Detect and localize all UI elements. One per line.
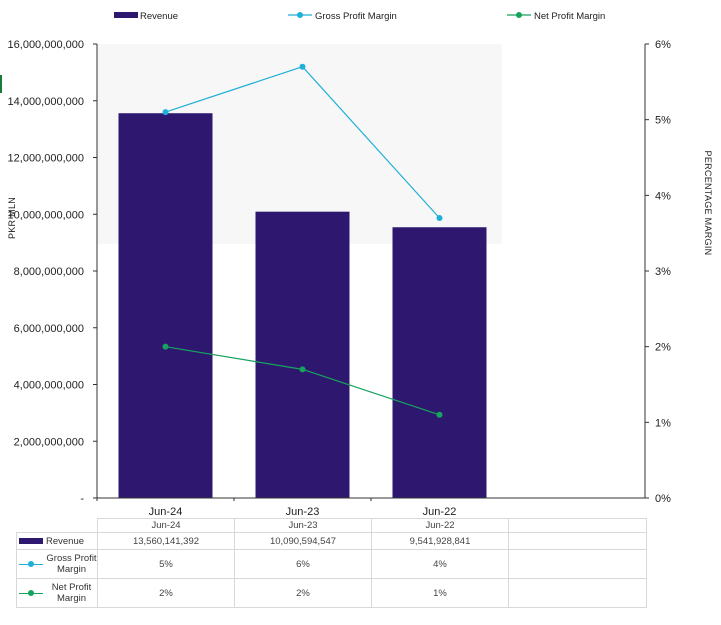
- table-header-row: Jun-24 Jun-23 Jun-22: [16, 518, 647, 533]
- table-corner: [16, 518, 98, 533]
- table-cell: 6%: [234, 549, 372, 579]
- table-row-label: Net Profit Margin: [51, 582, 92, 604]
- legend-key-dot-gpm: [297, 12, 303, 18]
- y2-axis-title: PERCENTAGE MARGIN: [703, 151, 713, 256]
- revenue-bars: [118, 113, 487, 498]
- table-row-revenue: Revenue 13,560,141,392 10,090,594,547 9,…: [16, 532, 647, 550]
- table-cell: 9,541,928,841: [371, 532, 509, 550]
- y-tick-label: 4,000,000,000: [14, 380, 84, 392]
- legend-label-net-profit-margin: Net Profit Margin: [534, 11, 605, 22]
- table-row-head: Gross Profit Margin: [16, 549, 98, 579]
- table-row-label: Revenue: [46, 535, 85, 547]
- table-key-revenue: [19, 536, 43, 546]
- net-profit-margin-point: [299, 366, 306, 373]
- table-cell: 4%: [371, 549, 509, 579]
- table-cell: 2%: [234, 578, 372, 608]
- y2-tick-label: 3%: [655, 266, 671, 278]
- table-cell: 5%: [97, 549, 235, 579]
- table-cell: 10,090,594,547: [234, 532, 372, 550]
- gross-profit-margin-point: [299, 63, 306, 70]
- revenue-bar: [392, 227, 487, 498]
- legend-item-net-profit-margin: Net Profit Margin: [507, 11, 605, 22]
- y2-tick-label: 4%: [655, 190, 671, 202]
- table-row-gross-profit-margin: Gross Profit Margin 5% 6% 4%: [16, 549, 647, 579]
- y2-tick-label: 1%: [655, 417, 671, 429]
- net-profit-margin-point: [162, 343, 169, 350]
- y-tick-label: 10,000,000,000: [8, 209, 84, 221]
- legend-item-revenue: Revenue: [114, 11, 178, 22]
- table-cell: 2%: [97, 578, 235, 608]
- table-row-label: Gross Profit Margin: [46, 553, 97, 575]
- x-tick-label: Jun-23: [286, 506, 320, 518]
- y-tick-label: 16,000,000,000: [8, 39, 84, 51]
- table-row-head: Revenue: [16, 532, 98, 550]
- table-cell-empty: [508, 549, 647, 579]
- table-cell: 1%: [371, 578, 509, 608]
- y-tick-label: 14,000,000,000: [8, 96, 84, 108]
- legend-key-dot-npm: [516, 12, 522, 18]
- y2-axis-ticks: 0% 1% 2% 3% 4% 5% 6%: [645, 39, 671, 505]
- gross-profit-margin-point: [436, 215, 443, 222]
- table-row-net-profit-margin: Net Profit Margin 2% 2% 1%: [16, 578, 647, 608]
- legend-label-revenue: Revenue: [140, 11, 178, 22]
- table-cell: 13,560,141,392: [97, 532, 235, 550]
- gross-profit-margin-point: [162, 109, 169, 116]
- y-axis-title: PKR MLN: [7, 197, 17, 239]
- revenue-bar: [255, 211, 350, 498]
- y-tick-label: 12,000,000,000: [8, 153, 84, 165]
- y-tick-label: 2,000,000,000: [14, 436, 84, 448]
- table-key-net-profit-margin: [19, 588, 43, 598]
- table-cell-empty: [508, 532, 647, 550]
- combo-chart: Revenue Gross Profit Margin Net Profit M…: [0, 11, 713, 518]
- table-row-head: Net Profit Margin: [16, 578, 98, 608]
- margin-lines: [162, 63, 443, 418]
- revenue-bar: [118, 113, 213, 498]
- table-key-gross-profit-margin: [19, 559, 43, 569]
- edge-marker: [0, 75, 2, 93]
- legend-key-revenue: [114, 12, 138, 18]
- y-tick-label: -: [80, 493, 84, 505]
- y-tick-label: 6,000,000,000: [14, 323, 84, 335]
- table-header-cell-empty: [508, 518, 647, 533]
- x-tick-label: Jun-24: [149, 506, 183, 518]
- y2-tick-label: 0%: [655, 493, 671, 505]
- x-tick-label: Jun-22: [423, 506, 457, 518]
- legend-item-gross-profit-margin: Gross Profit Margin: [288, 11, 397, 22]
- y2-tick-label: 5%: [655, 115, 671, 127]
- table-cell-empty: [508, 578, 647, 608]
- legend: Revenue Gross Profit Margin Net Profit M…: [114, 11, 605, 22]
- x-axis-labels: Jun-24 Jun-23 Jun-22: [96, 498, 457, 518]
- y-axis-ticks: - 2,000,000,000 4,000,000,000 6,000,000,000…: [8, 39, 97, 505]
- net-profit-margin-point: [436, 411, 443, 418]
- legend-label-gross-profit-margin: Gross Profit Margin: [315, 11, 397, 22]
- table-header-cell: Jun-24: [97, 518, 235, 533]
- y2-tick-label: 2%: [655, 342, 671, 354]
- table-header-cell: Jun-23: [234, 518, 372, 533]
- y-tick-label: 8,000,000,000: [14, 266, 84, 278]
- data-table: Jun-24 Jun-23 Jun-22 Revenue 13,560,141,…: [16, 518, 647, 608]
- table-header-cell: Jun-22: [371, 518, 509, 533]
- y2-tick-label: 6%: [655, 39, 671, 51]
